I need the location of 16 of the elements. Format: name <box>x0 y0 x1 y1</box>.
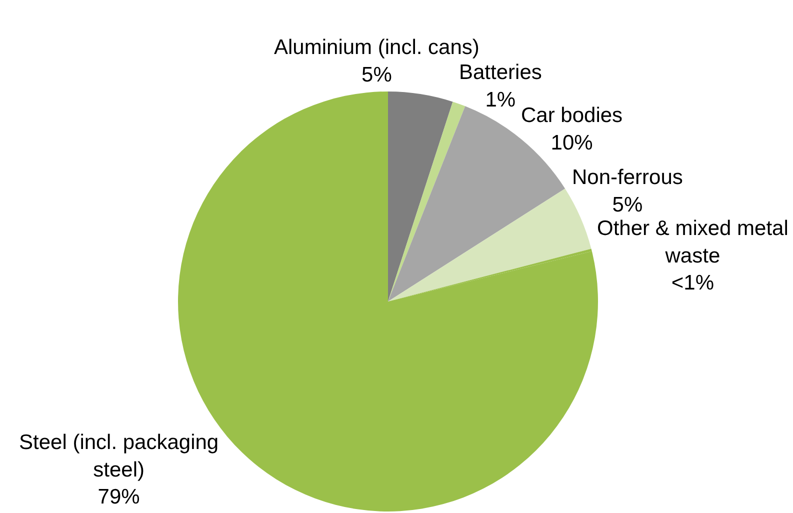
slice-label: Batteries <box>459 61 542 84</box>
pie-slice <box>388 248 592 302</box>
data-label: <1% <box>671 272 714 295</box>
pie-slice <box>388 91 453 302</box>
data-label: 5% <box>612 193 643 216</box>
pie-slice <box>388 102 466 302</box>
slice-label: Non-ferrous <box>572 166 683 189</box>
pie-slice <box>388 188 592 302</box>
slice-label: Steel (incl. packaging steel) <box>19 431 219 482</box>
data-label: 5% <box>362 63 392 86</box>
data-label: 79% <box>98 486 140 509</box>
slice-label: Car bodies <box>521 104 623 127</box>
data-label: 1% <box>485 88 516 112</box>
data-label: 10% <box>550 131 593 154</box>
slice-label: Aluminium (incl. cans) <box>274 36 480 59</box>
slice-label: Other & mixed metal waste <box>597 217 788 268</box>
